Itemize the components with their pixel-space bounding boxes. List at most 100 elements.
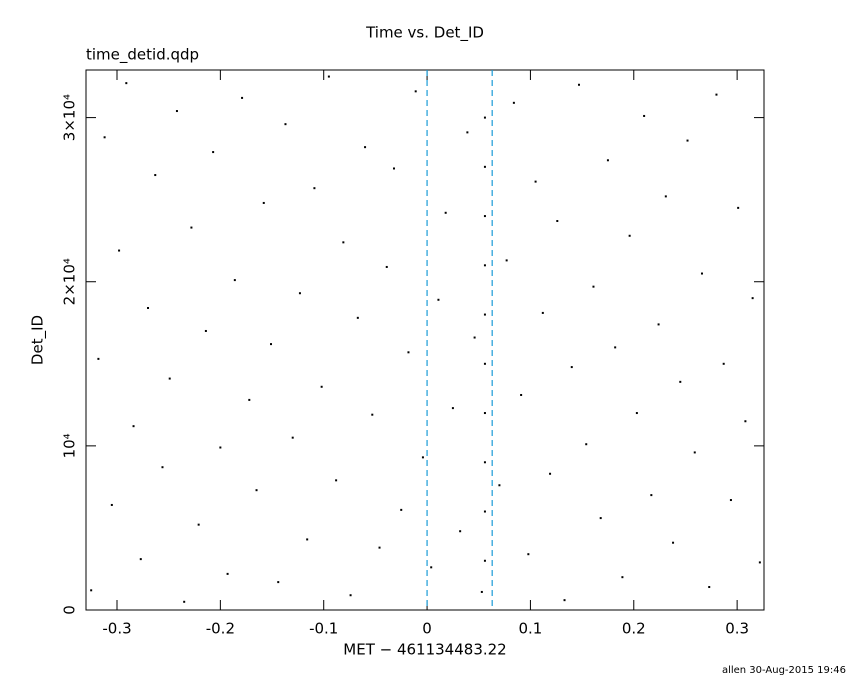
footer: allen 30-Aug-2015 19:46 [722,665,846,676]
point [459,530,462,533]
point [483,165,486,168]
x-tick-label: 0.1 [518,620,542,638]
point [407,351,410,354]
point [512,101,515,104]
point [570,366,573,369]
y-tick-label: 10⁴ [61,433,79,458]
point [385,265,388,268]
point [371,413,374,416]
point [693,451,696,454]
point [592,285,595,288]
point [657,323,660,326]
point [197,523,200,526]
x-tick-label: 0 [422,620,432,638]
chart-title: Time vs. Det_ID [365,24,484,43]
point [729,499,732,502]
point [520,393,523,396]
point [483,510,486,513]
point [483,559,486,562]
point [556,220,559,223]
point [483,461,486,464]
point [483,116,486,119]
point [139,558,142,561]
point [356,316,359,319]
point [161,466,164,469]
point [744,420,747,423]
point [90,589,93,592]
x-tick-label: 0.3 [725,620,749,638]
point [284,123,287,126]
point [722,362,725,365]
point [621,576,624,579]
point [313,187,316,190]
point [219,446,222,449]
point [483,412,486,415]
point [335,479,338,482]
point [175,110,178,113]
point [110,503,113,506]
point [466,131,469,134]
point [277,581,280,584]
point [606,159,609,162]
point [270,343,273,346]
point [737,206,740,209]
point [320,385,323,388]
plot-frame [85,69,765,611]
point [233,279,236,282]
point [248,398,251,401]
point [103,136,106,139]
point [226,572,229,575]
point [118,249,121,252]
point [541,311,544,314]
point [672,541,675,544]
point [291,436,294,439]
point [132,425,135,428]
point [298,292,301,295]
point [686,139,689,142]
point [498,484,501,487]
point [708,586,711,589]
x-tick-label: -0.1 [309,620,338,638]
point [563,599,566,602]
point [483,362,486,365]
point [97,357,100,360]
point [392,167,395,170]
point [190,226,193,229]
point [241,96,244,99]
point [505,259,508,262]
x-tick-label: -0.3 [102,620,131,638]
point [585,443,588,446]
point [342,241,345,244]
x-tick-label: -0.2 [206,620,235,638]
y-axis-label: Det_ID [29,315,48,365]
y-tick-label: 2×10⁴ [61,258,79,305]
point [751,297,754,300]
point [444,211,447,214]
point [168,377,171,380]
point [483,264,486,267]
point [483,313,486,316]
y-tick-label: 3×10⁴ [61,94,79,141]
point [421,456,424,459]
point [628,234,631,237]
point [204,329,207,332]
point [306,538,309,541]
point [679,380,682,383]
point [400,508,403,511]
point [154,174,157,177]
point [700,272,703,275]
x-tick-label: 0.2 [622,620,646,638]
x-axis-label: MET − 461134483.22 [343,641,506,659]
y-tick-label: 0 [61,605,79,615]
point [614,346,617,349]
point [364,146,367,149]
point [664,195,667,198]
point [549,472,552,475]
point [414,90,417,93]
point [378,546,381,549]
point [635,412,638,415]
point [534,180,537,183]
point [527,553,530,556]
point [577,83,580,86]
